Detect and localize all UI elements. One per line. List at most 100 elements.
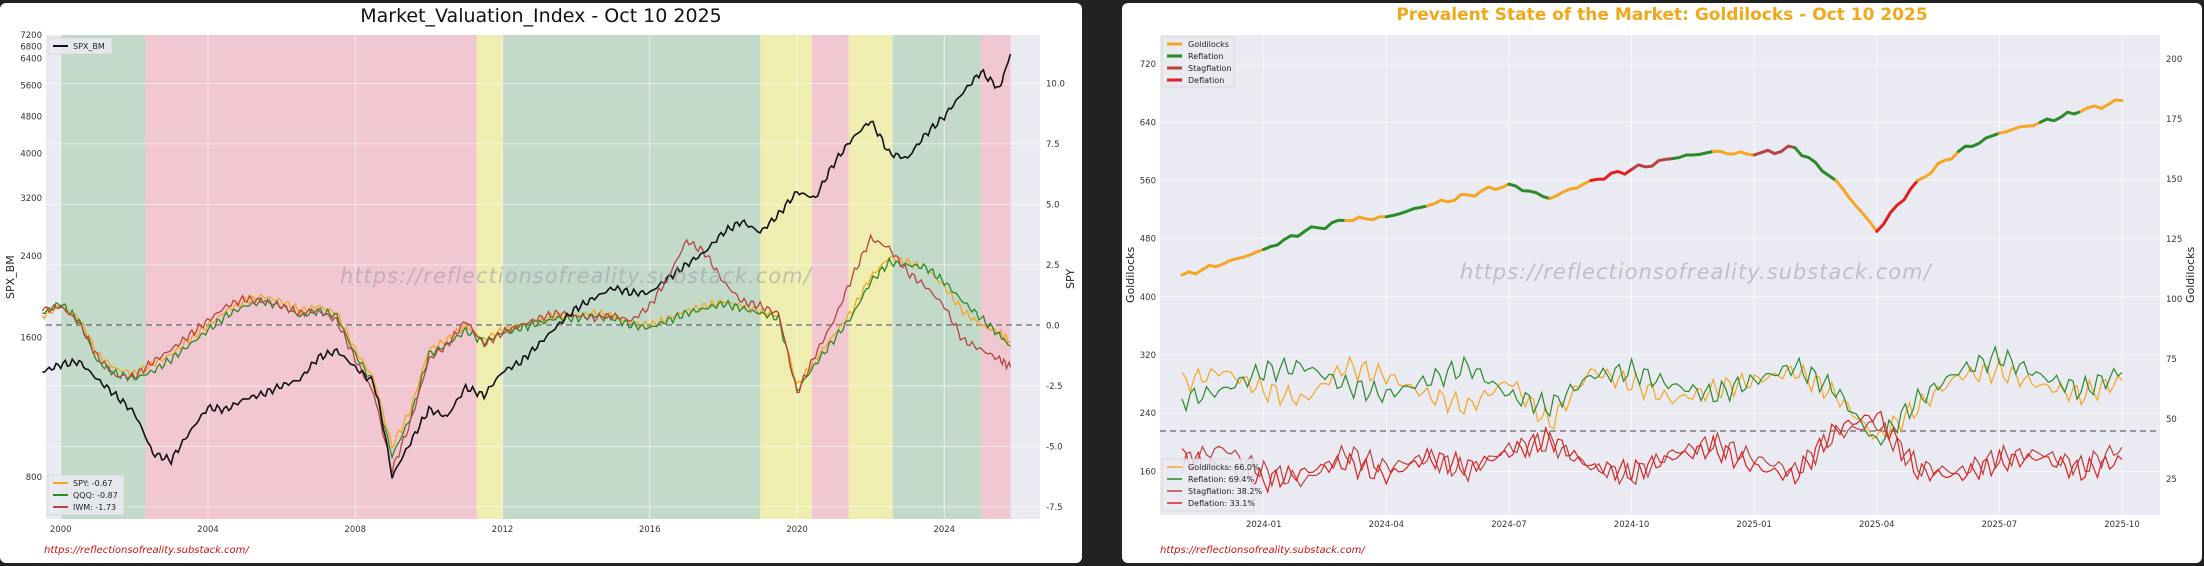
y2-tick-label: -2.5	[1046, 382, 1063, 392]
x-tick-label: 2025-10	[2104, 520, 2140, 530]
y2-tick-label: 50	[2166, 415, 2177, 425]
y-tick-label: 320	[1140, 351, 1156, 361]
price-segment-goldilocks	[1711, 149, 1756, 157]
y-tick-label: 800	[26, 473, 42, 483]
x-tick-label: 2008	[344, 525, 366, 535]
right-chart-svg: https://reflectionsofreality.substack.co…	[1124, 35, 2197, 530]
left-ylabel: SPX_BM	[4, 255, 17, 299]
x-tick-label: 2024-10	[1614, 520, 1650, 530]
y-tick-label: 720	[1140, 60, 1156, 70]
x-tick-label: 2020	[786, 525, 808, 535]
price-segment-reflation	[2038, 109, 2083, 124]
right-chart-panel: Prevalent State of the Market: Goldilock…	[1122, 3, 2202, 563]
y-tick-label: 7200	[20, 31, 42, 41]
left-regime-bands	[60, 35, 1011, 519]
regime-band-goldilocks	[476, 35, 503, 519]
regime-band-goldilocks	[760, 35, 812, 519]
right-ylabel: Goldilocks	[1124, 246, 1137, 303]
y2-tick-label: 0.0	[1046, 321, 1060, 331]
price-segment-goldilocks	[1344, 215, 1388, 223]
y2-tick-label: 2.5	[1046, 261, 1060, 271]
x-tick-label: 2012	[492, 525, 514, 535]
price-segment-reflation	[1670, 149, 1715, 161]
series-line-iwm	[41, 233, 1012, 474]
x-tick-label: 2024	[933, 525, 955, 535]
left-chart-svg: https://reflectionsofreality.substack.co…	[4, 31, 1077, 535]
legend-qqq: QQQ: -0.87	[73, 491, 118, 500]
y-tick-label: 2400	[20, 252, 42, 262]
left-footer-url[interactable]: https://reflectionsofreality.substack.co…	[44, 545, 249, 556]
y2-tick-label: 7.5	[1046, 140, 1060, 150]
y2-tick-label: 175	[2166, 115, 2182, 125]
right-legend-bottom: Goldilocks: 66.0% Reflation: 69.4% Stagf…	[1161, 458, 1263, 512]
series-line-reflation	[1181, 345, 2123, 447]
y-tick-label: 1600	[20, 334, 42, 344]
price-segment-goldilocks	[1221, 248, 1266, 266]
y2-tick-label: -5.0	[1046, 442, 1063, 452]
y2-tick-label: 25	[2166, 475, 2177, 485]
price-segment-reflation	[1384, 204, 1429, 219]
price-segment-goldilocks	[1548, 179, 1593, 201]
legend-deflation-pct: Deflation: 33.1%	[1188, 499, 1255, 508]
y-tick-label: 560	[1140, 176, 1156, 186]
left-legend-top: SPX_BM	[47, 37, 113, 55]
y-tick-label: 400	[1140, 293, 1156, 303]
left-grid	[46, 35, 1040, 519]
regime-band-reflation	[892, 35, 982, 519]
series-line-stagflation	[1181, 420, 2123, 488]
y-tick-label: 480	[1140, 235, 1156, 245]
price-segment-reflation	[1262, 229, 1307, 251]
y2-tick-label: 200	[2166, 55, 2182, 65]
right-footer-url[interactable]: https://reflectionsofreality.substack.co…	[1160, 545, 1365, 556]
y-tick-label: 3200	[20, 194, 42, 204]
price-segment-deflation	[1875, 179, 1920, 233]
right-watermark: https://reflectionsofreality.substack.co…	[1460, 260, 1933, 284]
price-segment-goldilocks	[2079, 98, 2124, 113]
x-tick-label: 2000	[50, 525, 72, 535]
right-axis-ticks: 2024-01 2024-04 2024-07 2024-10 2025-01 2025-…	[1140, 55, 2182, 530]
legend-iwm: IWM: -1.73	[73, 503, 116, 512]
y2-tick-label: 100	[2166, 295, 2182, 305]
left-chart-panel: Market_Valuation_Index - Oct 10 2025 htt…	[0, 3, 1082, 563]
price-segment-goldilocks	[1834, 179, 1879, 233]
x-tick-label: 2025-01	[1736, 520, 1772, 530]
left-y2label: SPY	[1064, 269, 1077, 289]
regime-band-stagflation	[145, 35, 477, 519]
price-segment-goldilocks	[1916, 149, 1960, 182]
y-tick-label: 240	[1140, 409, 1156, 419]
right-plot-area	[1160, 35, 2160, 515]
series-line-spx-bm	[42, 53, 1012, 479]
price-segment-goldilocks	[1997, 120, 2042, 135]
x-tick-label: 2024-01	[1246, 520, 1282, 530]
y2-tick-label: 150	[2166, 175, 2182, 185]
y-tick-label: 4000	[20, 149, 42, 159]
price-segment-reflation	[1507, 182, 1552, 201]
series-line-goldilocks	[1181, 355, 2123, 440]
legend-reflation: Reflation	[1188, 52, 1223, 61]
price-segment-stagflation	[1630, 157, 1674, 171]
price-segment-goldilocks	[1425, 192, 1470, 208]
right-grid	[1160, 35, 2160, 515]
y2-tick-label: 10.0	[1046, 79, 1065, 89]
legend-reflation-pct: Reflation: 69.4%	[1188, 475, 1254, 484]
x-tick-label: 2024-04	[1369, 520, 1405, 530]
legend-deflation: Deflation	[1188, 76, 1224, 85]
regime-band-stagflation	[811, 35, 849, 519]
x-tick-label: 2024-07	[1491, 520, 1527, 530]
y2-tick-label: 5.0	[1046, 200, 1060, 210]
regime-band-stagflation	[981, 35, 1011, 519]
price-segment-goldilocks	[1466, 182, 1511, 198]
left-chart-title: Market_Valuation_Index - Oct 10 2025	[360, 5, 722, 27]
regime-band-reflation	[502, 35, 761, 519]
y-tick-label: 160	[1140, 467, 1156, 477]
y2-tick-label: 75	[2166, 355, 2177, 365]
legend-goldilocks-pct: Goldilocks: 66.0%	[1188, 463, 1260, 472]
series-line-deflation	[1181, 410, 2123, 495]
y-tick-label: 6800	[20, 43, 42, 53]
legend-spx-bm: SPX_BM	[73, 42, 105, 51]
y-tick-label: 4800	[20, 113, 42, 123]
y-tick-label: 6400	[20, 55, 42, 65]
regime-band-reflation	[60, 35, 146, 519]
y2-tick-label: 125	[2166, 235, 2182, 245]
y-tick-label: 5600	[20, 82, 42, 92]
